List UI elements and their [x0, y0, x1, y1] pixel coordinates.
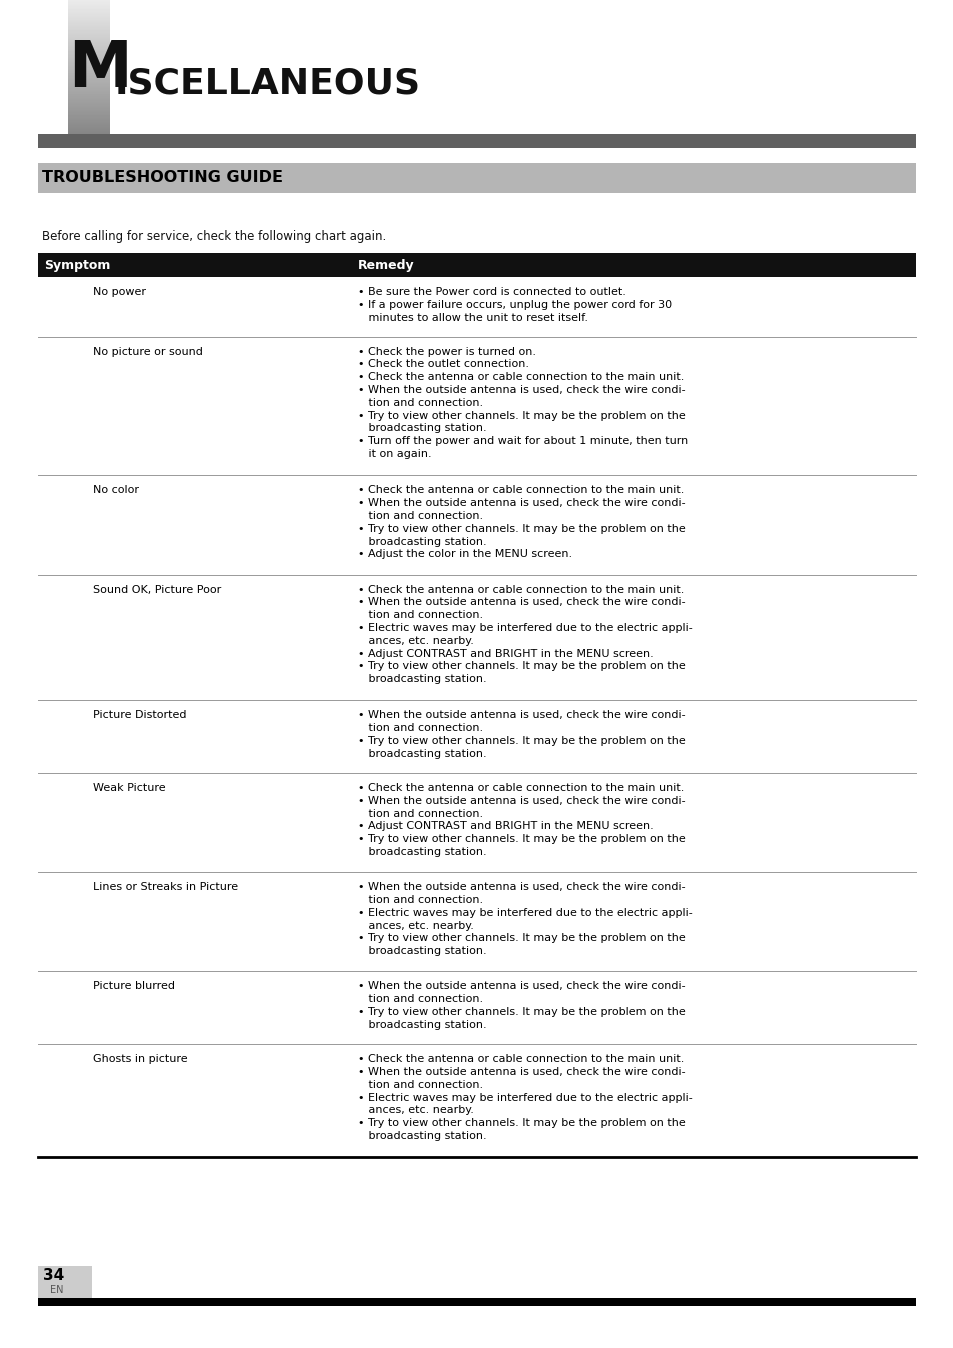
- Bar: [38, 872, 915, 972]
- Bar: [38, 337, 915, 476]
- Text: ISCELLANEOUS: ISCELLANEOUS: [115, 66, 420, 100]
- Bar: [38, 253, 915, 276]
- Text: • Check the antenna or cable connection to the main unit.
• When the outside ant: • Check the antenna or cable connection …: [357, 1054, 692, 1140]
- Text: No power: No power: [92, 287, 146, 297]
- Text: Picture blurred: Picture blurred: [92, 981, 174, 991]
- Text: • When the outside antenna is used, check the wire condi-
   tion and connection: • When the outside antenna is used, chec…: [357, 981, 685, 1030]
- Text: Before calling for service, check the following chart again.: Before calling for service, check the fo…: [42, 231, 386, 243]
- Bar: [38, 1266, 91, 1298]
- Text: • When the outside antenna is used, check the wire condi-
   tion and connection: • When the outside antenna is used, chec…: [357, 882, 692, 956]
- Text: • Check the power is turned on.
• Check the outlet connection.
• Check the anten: • Check the power is turned on. • Check …: [357, 346, 687, 460]
- Text: • Check the antenna or cable connection to the main unit.
• When the outside ant: • Check the antenna or cable connection …: [357, 485, 685, 559]
- Text: TROUBLESHOOTING GUIDE: TROUBLESHOOTING GUIDE: [42, 170, 283, 186]
- Bar: [38, 700, 915, 772]
- Text: Ghosts in picture: Ghosts in picture: [92, 1054, 188, 1064]
- Text: 34: 34: [43, 1268, 64, 1283]
- Text: • When the outside antenna is used, check the wire condi-
   tion and connection: • When the outside antenna is used, chec…: [357, 710, 685, 759]
- Text: M: M: [68, 38, 132, 100]
- Text: • Check the antenna or cable connection to the main unit.
• When the outside ant: • Check the antenna or cable connection …: [357, 585, 692, 685]
- Text: Lines or Streaks in Picture: Lines or Streaks in Picture: [92, 882, 238, 892]
- Bar: [38, 772, 915, 872]
- Text: No picture or sound: No picture or sound: [92, 346, 203, 357]
- Bar: [38, 163, 915, 193]
- Bar: [38, 1298, 915, 1306]
- Bar: [38, 972, 915, 1045]
- Text: EN: EN: [50, 1285, 64, 1295]
- Text: Symptom: Symptom: [44, 259, 111, 271]
- Bar: [38, 276, 915, 337]
- Bar: [38, 476, 915, 574]
- Bar: [38, 1045, 915, 1157]
- Bar: [38, 574, 915, 700]
- Text: • Be sure the Power cord is connected to outlet.
• If a power failure occurs, un: • Be sure the Power cord is connected to…: [357, 287, 672, 322]
- Text: No color: No color: [92, 485, 139, 496]
- Text: Remedy: Remedy: [357, 259, 415, 271]
- Text: • Check the antenna or cable connection to the main unit.
• When the outside ant: • Check the antenna or cable connection …: [357, 783, 685, 857]
- Bar: [38, 133, 915, 148]
- Text: Sound OK, Picture Poor: Sound OK, Picture Poor: [92, 585, 221, 594]
- Text: Weak Picture: Weak Picture: [92, 783, 166, 793]
- Text: Picture Distorted: Picture Distorted: [92, 710, 186, 720]
